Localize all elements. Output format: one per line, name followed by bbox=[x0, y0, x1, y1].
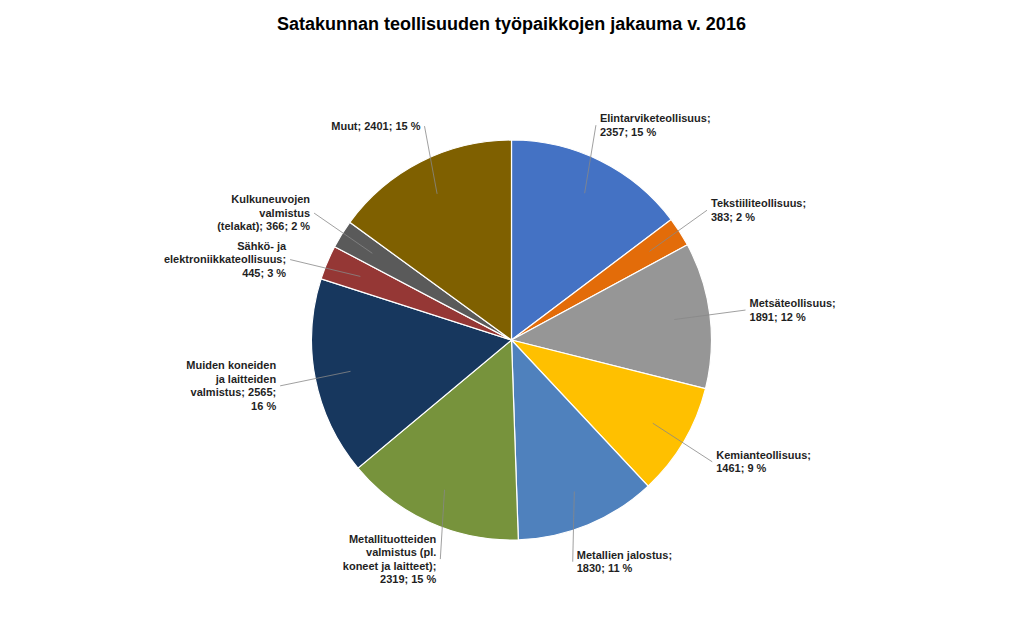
slice-label-line: Tekstiiliteollisuus; bbox=[711, 197, 806, 209]
leader-lines bbox=[280, 125, 745, 562]
slice-label-line: ja laitteiden bbox=[215, 373, 277, 385]
slice-label: Muiden koneiden ja laitteidenvalmistus; 2… bbox=[186, 359, 276, 412]
leader-line bbox=[573, 491, 575, 561]
leader-line bbox=[440, 490, 444, 559]
slice-label-line: elektroniikkateollisuus; bbox=[164, 253, 286, 265]
leader-line bbox=[425, 126, 438, 194]
slice-label-line: Kemianteollisuus; bbox=[716, 449, 811, 461]
pie: Elintarviketeollisuus; 2357; 15 % Tekstiil… bbox=[164, 112, 836, 585]
slice-label-line: Metsäteollisuus; bbox=[750, 297, 836, 309]
slice bbox=[350, 140, 512, 340]
slice-label: Tekstiiliteollisuus; 383; 2 % bbox=[711, 197, 806, 223]
slice-label: Metallituotteidenvalmistus (pl. koneet ja… bbox=[343, 533, 437, 586]
leader-line bbox=[653, 423, 712, 462]
slice-label: Kulkuneuvojen valmistus(telakat); 366; 2 … bbox=[217, 193, 310, 232]
leader-line bbox=[585, 125, 596, 193]
slice-label: Kemianteollisuus;1461; 9 % bbox=[716, 449, 811, 475]
slice-label: Metallien jalostus;1830; 11 % bbox=[577, 549, 672, 575]
slice-label-line: 383; 2 % bbox=[711, 211, 755, 223]
slice-label-line: Elintarviketeollisuus; bbox=[600, 112, 711, 124]
slice-label-line: 445; 3 % bbox=[242, 267, 286, 279]
slice-label-line: Muiden koneiden bbox=[186, 359, 276, 371]
leader-line bbox=[649, 210, 707, 251]
slice-label-line: 2319; 15 % bbox=[380, 573, 436, 585]
title: Satakunnan teollisuuden työpaikkojen jak… bbox=[277, 14, 746, 34]
slice-label: Elintarviketeollisuus; 2357; 15 % bbox=[600, 112, 711, 138]
slices bbox=[312, 140, 712, 540]
slice-label-line: 1461; 9 % bbox=[716, 462, 766, 474]
labels: Elintarviketeollisuus; 2357; 15 % Tekstiil… bbox=[164, 112, 836, 585]
leader-line bbox=[314, 213, 372, 253]
slice-label-line: 16 % bbox=[251, 400, 276, 412]
slice-label-line: Kulkuneuvojen bbox=[231, 193, 310, 205]
leader-line bbox=[674, 310, 745, 319]
slice-label: Muut; 2401; 15 % bbox=[331, 120, 420, 132]
slice-label-line: koneet ja laitteet); bbox=[343, 560, 437, 572]
slice bbox=[512, 340, 649, 540]
slice-label-line: 1830; 11 % bbox=[577, 562, 633, 574]
slice-label-line: Sähkö- ja bbox=[237, 240, 287, 252]
leader-line bbox=[290, 260, 360, 277]
slice-label-line: valmistus (pl. bbox=[366, 546, 436, 558]
slice-label-line: 2357; 15 % bbox=[600, 126, 656, 138]
slice-label-line: Muut; 2401; 15 % bbox=[331, 120, 420, 132]
slice-label: Metsäteollisuus; 1891; 12 % bbox=[750, 297, 836, 323]
slice-label-line: valmistus; 2565; bbox=[191, 386, 277, 398]
slice-label: Sähkö- jaelektroniikkateollisuus; 445; 3 … bbox=[164, 240, 287, 279]
leader-line bbox=[280, 371, 350, 386]
slice-label-line: valmistus bbox=[259, 207, 310, 219]
slice-label-line: (telakat); 366; 2 % bbox=[217, 220, 310, 232]
chart: Satakunnan teollisuuden työpaikkojen jak… bbox=[0, 0, 1023, 619]
slice-label-line: 1891; 12 % bbox=[750, 311, 806, 323]
slice-label-line: Metallituotteiden bbox=[349, 533, 437, 545]
slice-label-line: Metallien jalostus; bbox=[577, 549, 672, 561]
